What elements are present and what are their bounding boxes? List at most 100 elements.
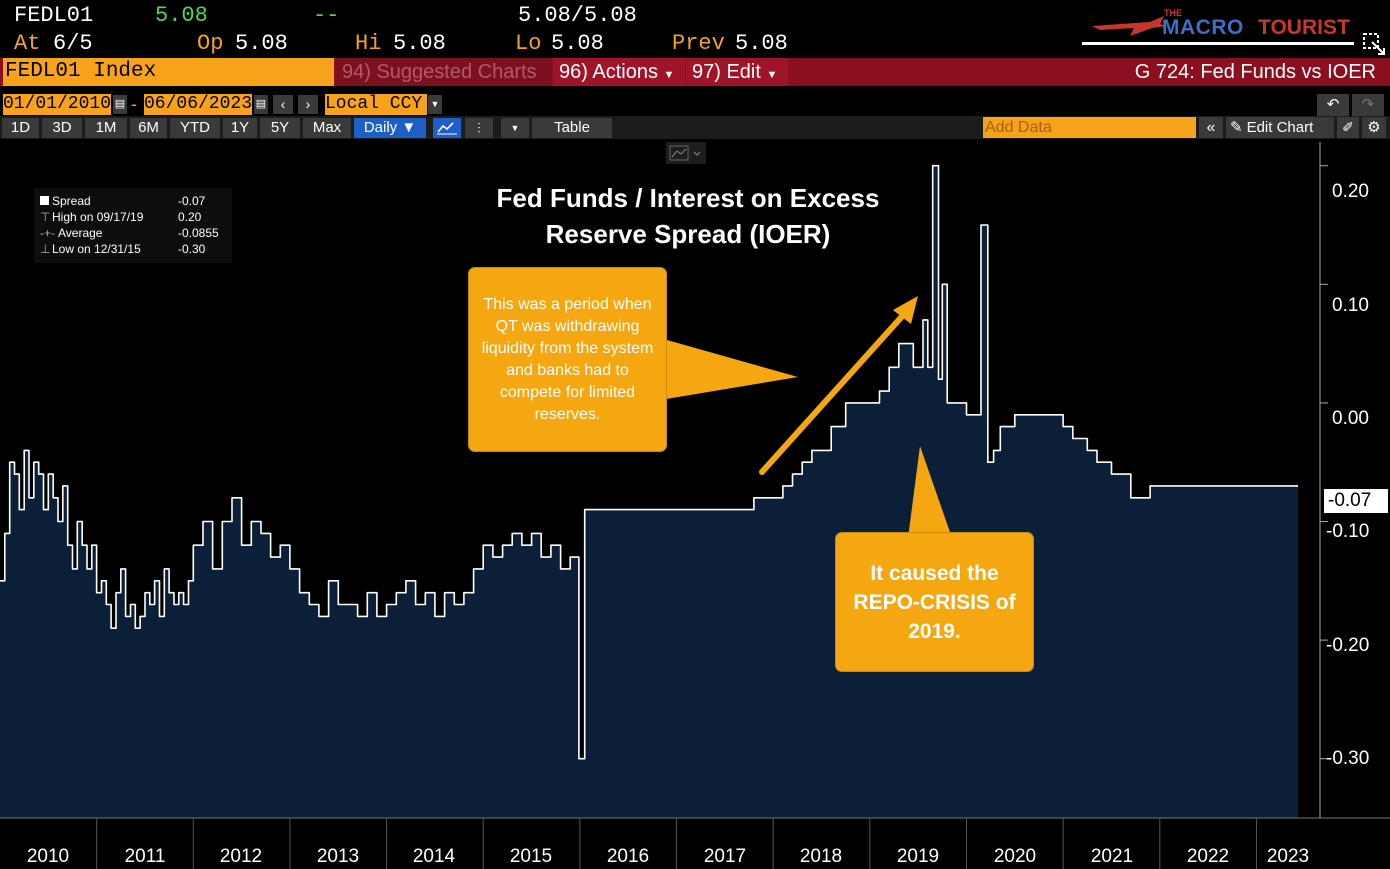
bar-chart-icon[interactable]: ⫶ bbox=[465, 118, 493, 138]
period-max[interactable]: Max bbox=[303, 118, 351, 138]
high-marker-icon: ⊤ bbox=[40, 210, 51, 224]
edit-icon[interactable]: ✐ bbox=[1337, 117, 1359, 138]
low-label: Lo bbox=[515, 31, 542, 56]
y-tick-label: 0.20 bbox=[1332, 181, 1369, 202]
edit-chart-button[interactable]: ✎ Edit Chart bbox=[1226, 117, 1334, 138]
chevron-down-icon[interactable]: ▼ bbox=[501, 118, 529, 138]
collapse-icon[interactable]: « bbox=[1199, 117, 1223, 138]
legend-low-value: -0.30 bbox=[178, 242, 206, 256]
x-tick-label: 2018 bbox=[799, 846, 843, 867]
last-value-tag: -0.07 bbox=[1324, 489, 1388, 513]
chevron-down-icon[interactable]: ▼ bbox=[428, 95, 442, 114]
legend-high-label: High on 09/17/19 bbox=[52, 210, 144, 224]
legend bbox=[34, 188, 232, 263]
callout-pointer bbox=[908, 446, 952, 538]
airplane-icon bbox=[1092, 16, 1166, 36]
at-value: 6/5 bbox=[53, 31, 93, 56]
frequency-select[interactable]: Daily ▼ bbox=[354, 118, 426, 138]
x-tick-label: 2014 bbox=[412, 846, 456, 867]
end-date-field[interactable]: 06/06/2023 bbox=[144, 94, 253, 115]
legend-series-value: -0.07 bbox=[178, 194, 206, 208]
chart-type-toggle[interactable] bbox=[666, 142, 706, 164]
spread-area-fill bbox=[0, 165, 1298, 818]
calendar-icon[interactable]: ▤ bbox=[254, 95, 268, 114]
open-label: Op bbox=[197, 31, 224, 56]
currency-select[interactable]: Local CCY bbox=[325, 94, 427, 115]
period-6m[interactable]: 6M bbox=[130, 118, 167, 138]
net-change: -- bbox=[313, 3, 340, 28]
legend-low-label: Low on 12/31/15 bbox=[52, 242, 141, 256]
legend-series-label: Spread bbox=[52, 194, 91, 208]
arrow-head-icon bbox=[893, 296, 918, 324]
prev-label: Prev bbox=[672, 31, 725, 56]
calendar-icon[interactable]: ▤ bbox=[113, 95, 127, 114]
period-3d[interactable]: 3D bbox=[42, 118, 82, 138]
date-dash: - bbox=[131, 94, 137, 114]
last-price: 5.08 bbox=[155, 3, 208, 28]
x-tick-label: 2010 bbox=[26, 846, 70, 867]
start-date-field[interactable]: 01/01/2010 bbox=[3, 94, 112, 115]
page-title: G 724: Fed Funds vs IOER bbox=[1134, 61, 1376, 83]
logo-underline bbox=[1082, 42, 1354, 45]
x-tick-label: 2023 bbox=[1266, 846, 1310, 867]
security-field[interactable]: FEDL01 Index bbox=[3, 58, 334, 86]
popout-icon[interactable] bbox=[1362, 32, 1386, 56]
callout-qt: This was a period when QT was withdrawin… bbox=[469, 268, 666, 451]
y-tick-label: 0.00 bbox=[1332, 408, 1369, 429]
legend-average-label: Average bbox=[58, 226, 103, 240]
actions-label: 96) Actions bbox=[559, 61, 658, 83]
y-tick-label: -0.10 bbox=[1326, 521, 1370, 542]
open-value: 5.08 bbox=[235, 31, 288, 56]
arrow-to-peak bbox=[759, 309, 909, 475]
spread-line bbox=[0, 164, 1298, 760]
edit-menu[interactable]: 97) Edit ▼ bbox=[686, 58, 788, 86]
high-value: 5.08 bbox=[393, 31, 446, 56]
command-bar: FEDL01 Index 94) Suggested Charts 96) Ac… bbox=[0, 58, 1390, 86]
legend-low-row: ⊥ Low on 12/31/15 bbox=[40, 241, 141, 257]
prev-value: 5.08 bbox=[735, 31, 788, 56]
logo-word-tourist: TOURIST bbox=[1258, 16, 1350, 39]
legend-average-value: -0.0855 bbox=[178, 226, 219, 240]
period-5y[interactable]: 5Y bbox=[260, 118, 300, 138]
period-ytd[interactable]: YTD bbox=[170, 118, 220, 138]
suggested-charts-button[interactable]: 94) Suggested Charts bbox=[336, 58, 552, 86]
add-data-input[interactable]: Add Data bbox=[983, 117, 1196, 138]
redo-icon[interactable]: ↷ bbox=[1352, 94, 1384, 116]
period-1d[interactable]: 1D bbox=[2, 118, 39, 138]
actions-dropdown-icon: ▼ bbox=[663, 69, 675, 81]
edit-dropdown-icon: ▼ bbox=[766, 69, 778, 81]
x-tick-label: 2011 bbox=[124, 846, 166, 867]
legend-average-row: -+- Average bbox=[40, 225, 102, 241]
period-1m[interactable]: 1M bbox=[85, 118, 127, 138]
x-tick-label: 2017 bbox=[703, 846, 747, 867]
gear-icon[interactable]: ⚙ bbox=[1362, 117, 1386, 138]
logo-word-macro: MACRO bbox=[1162, 16, 1244, 39]
at-label: At bbox=[14, 31, 41, 56]
undo-icon[interactable]: ↶ bbox=[1317, 94, 1349, 116]
table-button[interactable]: Table bbox=[532, 118, 612, 138]
chart-title: Fed Funds / Interest on Excess Reserve S… bbox=[496, 183, 880, 249]
prev-arrow-icon[interactable]: ‹ bbox=[273, 95, 293, 114]
x-tick-label: 2015 bbox=[509, 846, 553, 867]
callout-repo-crisis: It caused the REPO-CRISIS of 2019. bbox=[836, 533, 1033, 671]
legend-high-row: ⊤ High on 09/17/19 bbox=[40, 209, 143, 225]
x-tick-label: 2020 bbox=[993, 846, 1037, 867]
bid-ask: 5.08/5.08 bbox=[518, 3, 637, 28]
actions-menu[interactable]: 96) Actions ▼ bbox=[553, 58, 685, 86]
line-chart-icon[interactable] bbox=[433, 118, 461, 138]
x-tick-label: 2013 bbox=[316, 846, 360, 867]
edit-chart-label: Edit Chart bbox=[1246, 119, 1314, 136]
x-tick-label: 2022 bbox=[1186, 846, 1230, 867]
y-tick-label: 0.10 bbox=[1332, 295, 1369, 316]
logo-small-text: THE bbox=[1164, 8, 1182, 18]
x-tick-label: 2016 bbox=[606, 846, 650, 867]
average-marker-icon: -+- bbox=[40, 226, 55, 240]
period-1y[interactable]: 1Y bbox=[223, 118, 257, 138]
next-arrow-icon[interactable]: › bbox=[298, 95, 318, 114]
y-tick-label: -0.20 bbox=[1326, 635, 1370, 656]
legend-series-row: Spread bbox=[40, 193, 91, 209]
pencil-icon: ✎ bbox=[1230, 119, 1243, 136]
edit-label: 97) Edit bbox=[692, 61, 761, 83]
x-tick-label: 2012 bbox=[219, 846, 263, 867]
low-marker-icon: ⊥ bbox=[40, 242, 51, 256]
